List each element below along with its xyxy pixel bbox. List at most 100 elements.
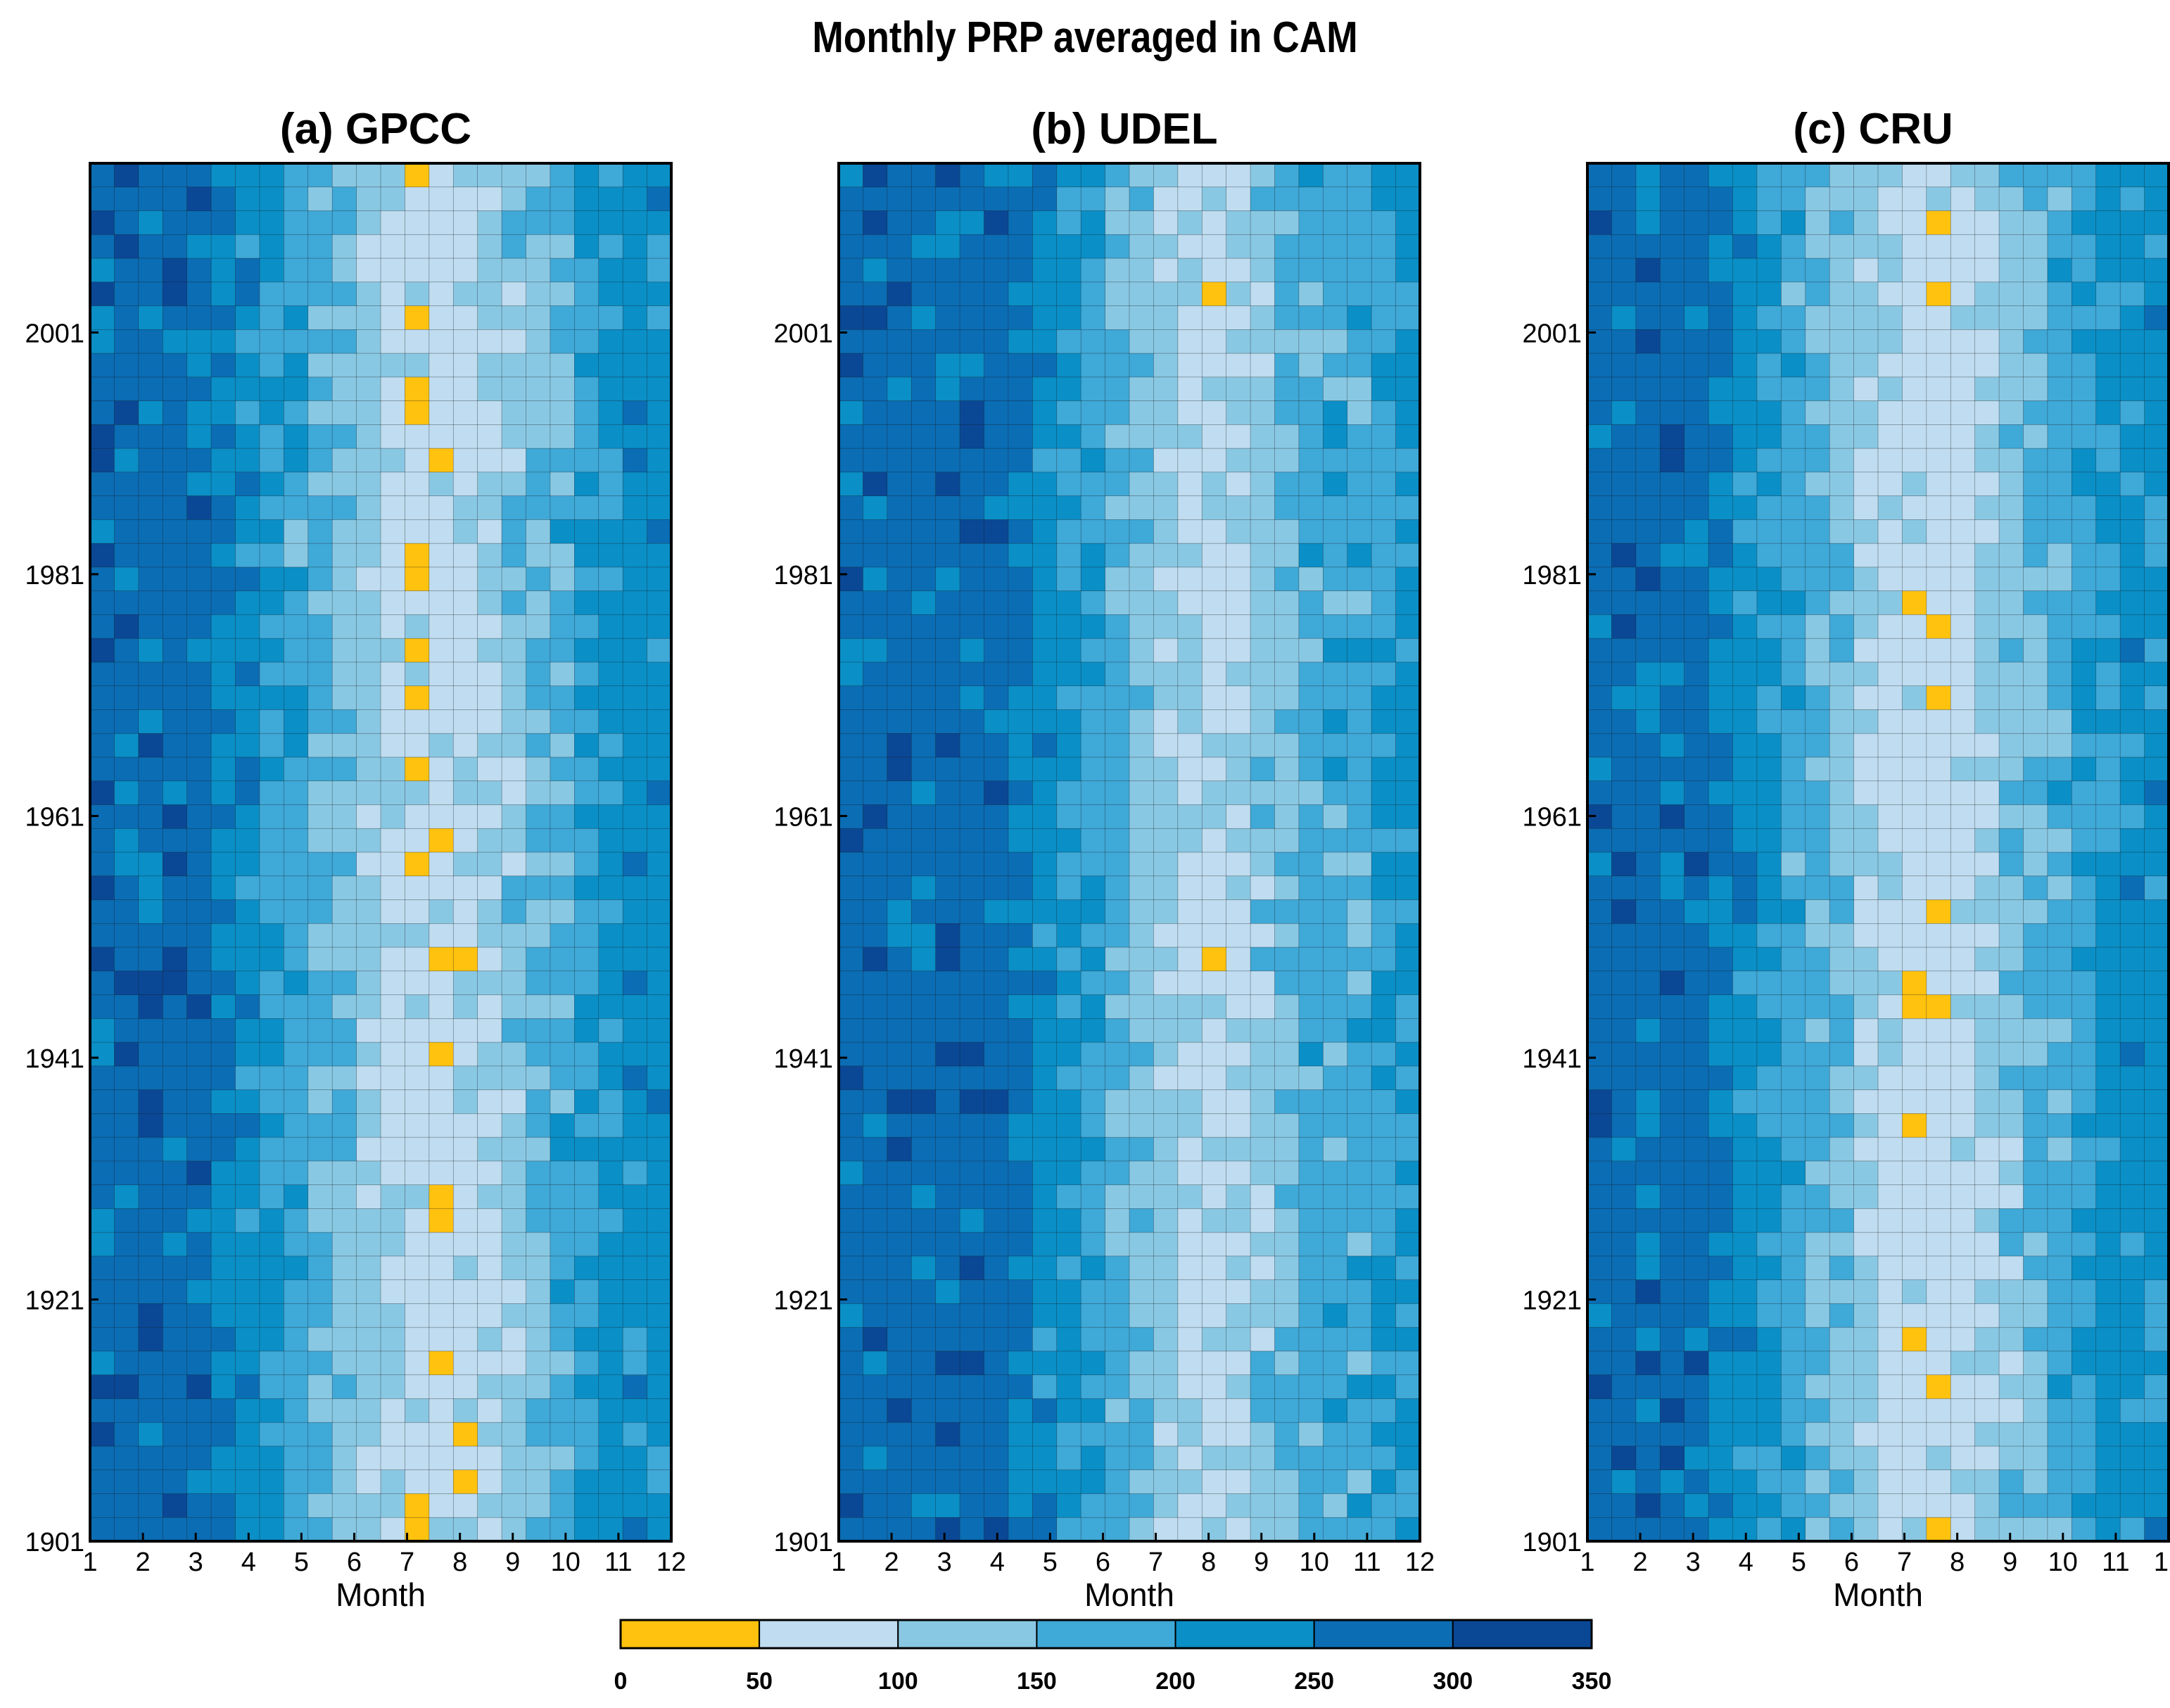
contour-cell bbox=[429, 970, 455, 996]
contour-cell bbox=[1829, 1446, 1855, 1471]
contour-cell bbox=[284, 1517, 309, 1542]
contour-cell bbox=[1732, 495, 1758, 521]
contour-cell bbox=[138, 828, 164, 853]
contour-cell bbox=[1395, 1160, 1421, 1186]
contour-cell bbox=[1974, 970, 2000, 996]
contour-cell bbox=[1347, 329, 1373, 354]
contour-cell bbox=[2071, 1517, 2097, 1542]
contour-cell bbox=[2023, 1042, 2048, 1067]
contour-cell bbox=[2119, 163, 2145, 188]
contour-cell bbox=[380, 210, 406, 236]
contour-cell bbox=[1974, 1255, 2000, 1281]
contour-cell bbox=[1974, 495, 2000, 521]
contour-cell bbox=[186, 163, 212, 188]
contour-cell bbox=[1950, 305, 1976, 331]
contour-cell bbox=[356, 1469, 381, 1495]
contour-cell bbox=[1756, 1327, 1782, 1352]
x-tick-label: 7 bbox=[1897, 1548, 1912, 1577]
contour-cell bbox=[1587, 1113, 1613, 1138]
contour-cell bbox=[1298, 923, 1324, 948]
contour-cell bbox=[162, 1089, 188, 1115]
contour-cell bbox=[1395, 258, 1421, 283]
contour-cell bbox=[186, 258, 212, 283]
contour-cell bbox=[935, 899, 960, 925]
contour-cell bbox=[1781, 281, 1806, 307]
contour-cell bbox=[863, 281, 888, 307]
contour-cell bbox=[1056, 1113, 1082, 1138]
contour-cell bbox=[1032, 662, 1058, 687]
contour-cell bbox=[887, 543, 913, 568]
contour-cell bbox=[1877, 543, 1903, 568]
contour-cell bbox=[863, 495, 888, 521]
contour-cell bbox=[1611, 1493, 1637, 1519]
contour-cell bbox=[429, 804, 455, 830]
contour-cell bbox=[1371, 1137, 1397, 1162]
contour-cell bbox=[526, 1113, 551, 1138]
contour-cell bbox=[331, 519, 357, 545]
contour-cell bbox=[2023, 1350, 2048, 1376]
contour-cell bbox=[162, 1232, 188, 1257]
contour-cell bbox=[1853, 329, 1879, 354]
contour-cell bbox=[1587, 1493, 1613, 1519]
plot-frame bbox=[1586, 162, 2170, 1543]
contour-cell bbox=[1853, 1137, 1879, 1162]
contour-cell bbox=[1974, 947, 2000, 972]
contour-cell bbox=[1950, 828, 1976, 853]
contour-cell bbox=[138, 567, 164, 592]
contour-cell bbox=[1877, 780, 1903, 806]
contour-cell bbox=[2119, 1279, 2145, 1305]
contour-cell bbox=[356, 970, 381, 996]
contour-cell bbox=[1829, 1327, 1855, 1352]
contour-cell bbox=[622, 329, 648, 354]
contour-cell bbox=[429, 1493, 455, 1519]
contour-cell bbox=[959, 662, 985, 687]
contour-cell bbox=[1032, 1255, 1058, 1281]
contour-cell bbox=[477, 210, 502, 236]
contour-cell bbox=[1877, 590, 1903, 616]
contour-cell bbox=[1732, 970, 1758, 996]
contour-cell bbox=[1226, 947, 1251, 972]
contour-cell bbox=[887, 994, 913, 1020]
contour-cell bbox=[1926, 852, 1952, 877]
contour-cell bbox=[1250, 733, 1276, 758]
contour-cell bbox=[959, 519, 985, 545]
contour-cell bbox=[331, 186, 357, 212]
contour-cell bbox=[452, 495, 478, 521]
contour-cell bbox=[1805, 994, 1831, 1020]
contour-cell bbox=[838, 519, 864, 545]
contour-cell bbox=[1781, 329, 1806, 354]
contour-cell bbox=[1756, 994, 1782, 1020]
contour-cell bbox=[1177, 1469, 1203, 1495]
contour-cell bbox=[1684, 1327, 1709, 1352]
contour-cell bbox=[1129, 662, 1155, 687]
contour-cell bbox=[1853, 495, 1879, 521]
contour-cell bbox=[1032, 1327, 1058, 1352]
contour-cell bbox=[477, 567, 502, 592]
contour-cell bbox=[114, 1469, 139, 1495]
contour-cell bbox=[477, 495, 502, 521]
contour-cell bbox=[2047, 852, 2073, 877]
contour-cell bbox=[186, 1469, 212, 1495]
contour-cell bbox=[2071, 780, 2097, 806]
contour-cell bbox=[622, 210, 648, 236]
contour-cell bbox=[863, 757, 888, 782]
contour-cell bbox=[838, 353, 864, 378]
contour-cell bbox=[1298, 400, 1324, 426]
contour-cell bbox=[1805, 875, 1831, 901]
contour-cell bbox=[1201, 662, 1227, 687]
contour-cell bbox=[1902, 567, 1927, 592]
contour-cell bbox=[1974, 923, 2000, 948]
contour-cell bbox=[2023, 733, 2048, 758]
contour-cell bbox=[1756, 448, 1782, 473]
contour-cell bbox=[1250, 329, 1276, 354]
contour-cell bbox=[1323, 519, 1348, 545]
contour-cell bbox=[114, 852, 139, 877]
contour-cell bbox=[477, 709, 502, 735]
contour-cell bbox=[1323, 1279, 1348, 1305]
contour-cell bbox=[910, 472, 937, 497]
contour-cell bbox=[550, 234, 576, 259]
contour-cell bbox=[1877, 163, 1903, 188]
contour-cell bbox=[550, 780, 576, 806]
contour-cell bbox=[2119, 1137, 2145, 1162]
contour-cell bbox=[863, 899, 888, 925]
